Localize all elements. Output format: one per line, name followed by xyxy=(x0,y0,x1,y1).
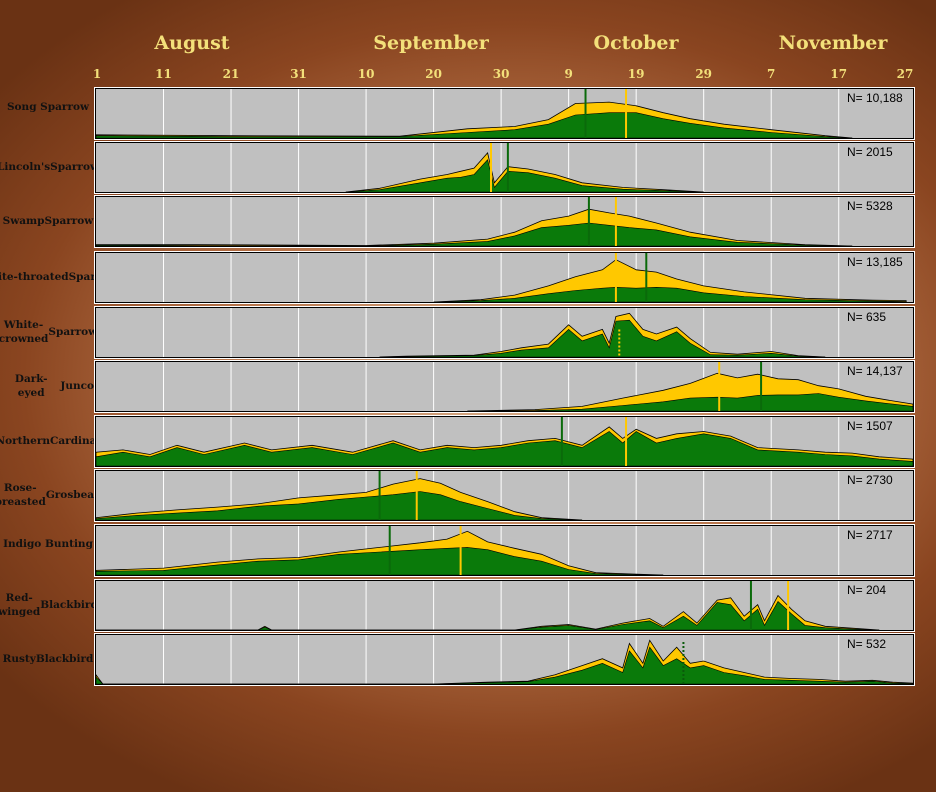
species-name-line: Sparrow xyxy=(50,161,99,173)
species-panel: N= 2717 xyxy=(94,524,915,577)
panel-background xyxy=(96,635,913,684)
green-area xyxy=(379,319,826,358)
species-panel: N= 635 xyxy=(94,306,915,359)
species-name: Swamp Sparrow xyxy=(2,196,94,246)
species-name-line: Cardinal xyxy=(50,435,101,447)
day-tick-label: 20 xyxy=(425,67,442,81)
yellow-area xyxy=(433,259,907,303)
green-area xyxy=(96,601,880,631)
panel-background xyxy=(96,308,913,357)
species-panel: N= 1507 xyxy=(94,415,915,468)
species-name-line: Sparrow xyxy=(44,215,94,227)
species-panel: N= 10,188 xyxy=(94,87,915,140)
day-tick-label: 27 xyxy=(896,67,914,81)
day-tick-label: 29 xyxy=(695,67,713,81)
species-name-line: Lincoln's xyxy=(0,161,51,173)
species-panel: N= 2730 xyxy=(94,469,915,522)
green-area xyxy=(95,547,664,576)
species-name: Northern Cardinal xyxy=(0,416,100,466)
day-tick-label: 17 xyxy=(830,67,848,81)
day-tick-label: 31 xyxy=(290,67,307,81)
day-tick-label: 21 xyxy=(222,67,240,81)
species-name-line: Northern xyxy=(0,435,51,447)
day-tick-label: 10 xyxy=(357,67,375,81)
species-name-line: Rusty xyxy=(2,653,36,665)
green-area xyxy=(433,286,907,303)
species-name: Song Sparrow xyxy=(2,88,94,126)
species-name: Rusty Blackbird xyxy=(2,634,94,684)
green-area xyxy=(95,431,914,467)
species-name: Rose-breastedGrosbeak xyxy=(0,470,101,520)
month-label: October xyxy=(593,32,679,54)
species-name-line: Blackbird xyxy=(35,653,94,665)
sample-size-label: N= 2015 xyxy=(847,145,893,159)
species-name-line: throated xyxy=(17,271,69,283)
sample-size-label: N= 5328 xyxy=(847,199,893,213)
sample-size-label: N= 635 xyxy=(847,310,886,324)
species-panel: N= 13,185 xyxy=(94,251,915,304)
month-label: August xyxy=(154,32,230,54)
species-panel: N= 204 xyxy=(94,579,915,632)
sample-size-label: N= 2717 xyxy=(847,528,893,542)
species-panel: N= 2015 xyxy=(94,141,915,194)
sample-size-label: N= 1507 xyxy=(847,419,893,433)
species-name: White-crowned Sparrow xyxy=(0,307,98,357)
month-label: November xyxy=(778,32,888,54)
green-area xyxy=(467,393,914,412)
species-name-line: Sparrow xyxy=(48,326,98,338)
species-name-line: Blackbird xyxy=(40,599,98,611)
sample-size-label: N= 13,185 xyxy=(847,255,903,269)
sample-size-label: N= 14,137 xyxy=(847,364,903,378)
species-name-line: Swamp xyxy=(2,215,45,227)
species-name-line: Indigo Bunting xyxy=(3,538,93,550)
species-name-line: Red-winged xyxy=(0,592,41,618)
sample-size-label: N= 10,188 xyxy=(847,91,903,105)
sample-size-label: N= 2730 xyxy=(847,473,893,487)
day-tick-label: 30 xyxy=(492,67,510,81)
green-area xyxy=(95,112,853,139)
panel-background xyxy=(96,253,913,302)
day-tick-label: 9 xyxy=(564,67,573,81)
species-name: Red-winged Blackbird xyxy=(0,580,98,630)
sample-size-label: N= 532 xyxy=(847,637,886,651)
green-area xyxy=(345,159,704,193)
species-panel: N= 5328 xyxy=(94,195,915,248)
green-area xyxy=(95,222,853,247)
species-name: Dark-eyed Junco xyxy=(2,361,94,411)
species-name-line: Dark-eyed xyxy=(14,373,48,399)
species-name-line: Song Sparrow xyxy=(6,101,90,113)
month-label: September xyxy=(373,32,489,54)
day-tick-label: 7 xyxy=(767,67,776,81)
day-tick-label: 1 xyxy=(92,67,102,81)
species-name: Indigo Bunting xyxy=(2,525,94,563)
sample-size-label: N= 204 xyxy=(847,583,886,597)
green-area xyxy=(95,646,914,685)
day-tick-label: 19 xyxy=(627,67,645,81)
day-tick-label: 11 xyxy=(155,67,172,81)
species-panel: N= 14,137 xyxy=(94,360,915,413)
species-name: Lincoln's Sparrow xyxy=(0,142,99,192)
species-panel: N= 532 xyxy=(94,633,915,686)
species-name-line: Grosbeak xyxy=(45,489,102,501)
species-name-line: White-crowned xyxy=(0,319,49,345)
species-name-line: White- xyxy=(0,271,18,283)
species-name-line: Junco xyxy=(60,380,94,392)
species-name-line: Rose-breasted xyxy=(0,482,46,508)
